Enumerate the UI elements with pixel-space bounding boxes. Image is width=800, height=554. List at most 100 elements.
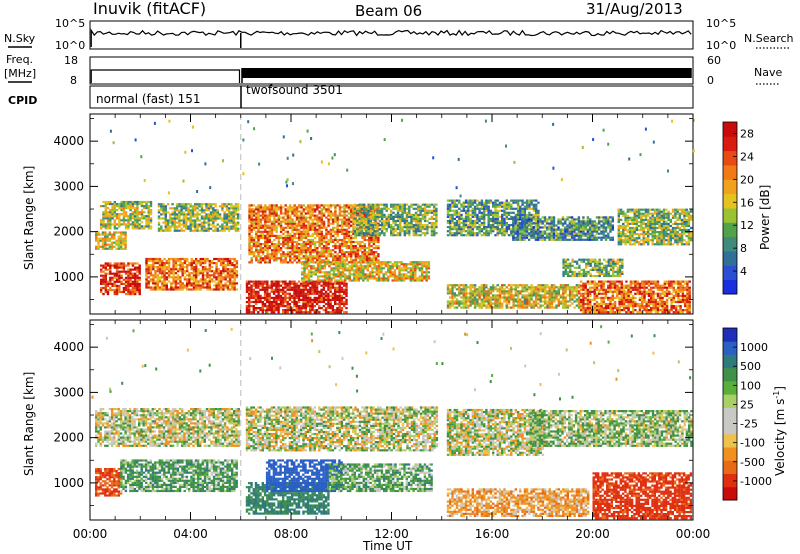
echo-cell <box>160 229 163 232</box>
echo-cell <box>419 234 422 237</box>
echo-cell <box>248 253 251 256</box>
echo-cell <box>266 245 269 248</box>
echo-cell <box>316 255 319 258</box>
echo-cell <box>228 274 232 277</box>
echo-cell <box>393 263 397 266</box>
echo-cell <box>289 224 292 227</box>
echo-cell <box>298 251 301 254</box>
echo-cell <box>329 302 332 306</box>
echo-cell <box>109 211 112 214</box>
echo-cell <box>394 205 397 208</box>
echo-cell <box>136 276 139 279</box>
echo-cell <box>230 213 233 216</box>
echo-cell <box>166 225 170 228</box>
echo-cell <box>446 207 450 210</box>
echo-cell <box>250 286 253 289</box>
echo-cell <box>289 247 292 250</box>
echo-cell <box>419 228 422 231</box>
echo-cell <box>147 282 150 285</box>
echo-cell <box>387 261 390 264</box>
echo-cell <box>245 286 249 289</box>
echo-cell <box>341 265 345 268</box>
echo-cell <box>129 200 132 204</box>
echo-cell <box>353 226 357 229</box>
echo-cell <box>433 205 436 208</box>
echo-cell <box>289 214 292 217</box>
echo-cell <box>181 282 184 285</box>
echo-cell <box>277 305 280 308</box>
echo-cell <box>313 298 316 301</box>
echo-cell <box>307 208 310 211</box>
echo-cell <box>181 272 184 275</box>
echo-cell <box>460 209 463 212</box>
echo-cell <box>302 257 305 260</box>
echo-cell <box>106 219 110 222</box>
echo-cell <box>214 215 217 218</box>
echo-cell <box>543 236 547 239</box>
echo-cell <box>110 245 114 248</box>
echo-cell <box>272 298 276 301</box>
echo-cell <box>360 224 363 227</box>
echo-cell <box>257 240 260 244</box>
echo-cell <box>297 288 301 291</box>
echo-cell <box>275 305 278 308</box>
echo-cell <box>354 216 357 219</box>
echo-cell <box>369 221 372 225</box>
echo-cell <box>233 282 236 285</box>
echo-cell <box>173 213 177 216</box>
echo-cell <box>295 284 298 287</box>
echo-cell <box>449 230 452 233</box>
echo-cell <box>496 213 499 216</box>
echo-cell <box>295 292 298 295</box>
echo-cell <box>372 243 376 246</box>
echo-cell <box>369 224 372 227</box>
echo-cell <box>433 234 436 237</box>
echo-cell <box>530 226 533 229</box>
echo-cell <box>373 277 376 280</box>
echo-cell <box>433 211 436 214</box>
echo-cell <box>248 212 251 215</box>
echo-cell <box>320 243 323 246</box>
echo-cell <box>205 203 208 206</box>
echo-cell <box>412 207 415 210</box>
echo-cell <box>207 223 210 226</box>
echo-cell <box>291 218 294 221</box>
echo-cell <box>261 311 264 314</box>
echo-cell <box>263 282 267 285</box>
echo-cell <box>190 284 193 287</box>
echo-cell <box>407 277 410 280</box>
echo-cell <box>186 282 189 285</box>
echo-cell <box>300 257 303 260</box>
echo-cell <box>270 222 274 225</box>
echo-cell <box>387 224 391 227</box>
echo-cell <box>322 309 326 312</box>
echo-cell <box>304 249 308 252</box>
echo-cell <box>323 277 327 280</box>
echo-cell <box>322 222 326 225</box>
echo-cell <box>541 230 544 233</box>
echo-cell <box>334 226 337 229</box>
echo-cell <box>389 269 392 272</box>
echo-cell <box>172 282 175 285</box>
echo-cell <box>410 203 413 206</box>
echo-cell <box>320 208 323 211</box>
echo-cell <box>147 266 150 269</box>
echo-cell <box>291 311 294 314</box>
echo-cell <box>302 288 305 291</box>
echo-cell <box>111 288 114 292</box>
echo-cell <box>473 211 477 214</box>
echo-cell <box>322 247 326 250</box>
echo-cell <box>214 227 217 230</box>
echo-cell <box>224 270 227 273</box>
echo-cell <box>514 236 517 239</box>
echo-cell <box>195 280 198 283</box>
echo-cell <box>295 282 298 285</box>
echo-cell <box>446 234 450 237</box>
echo-cell <box>374 219 377 223</box>
echo-cell <box>221 229 224 232</box>
echo-cell <box>313 286 316 289</box>
echo-cell <box>420 263 424 266</box>
echo-cell <box>261 226 265 229</box>
echo-cell <box>122 233 125 236</box>
echo-cell <box>277 206 281 209</box>
